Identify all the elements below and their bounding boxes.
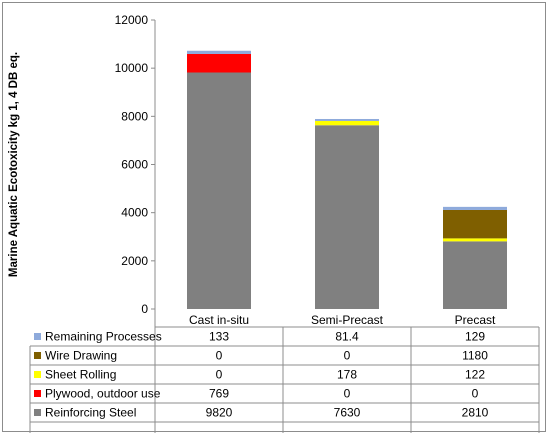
data-label: 769 bbox=[209, 387, 229, 401]
legend-swatch bbox=[34, 371, 41, 378]
x-tick-label: Precast bbox=[455, 313, 496, 327]
bar-segment bbox=[315, 120, 379, 126]
legend-swatch bbox=[34, 409, 41, 416]
bar-segment bbox=[443, 209, 507, 239]
bar-segment bbox=[443, 238, 507, 242]
y-tick-label: 10000 bbox=[115, 61, 149, 75]
legend-swatch bbox=[34, 333, 41, 340]
data-label: 0 bbox=[216, 368, 223, 382]
data-label: 122 bbox=[465, 368, 485, 382]
bar-segment bbox=[187, 72, 251, 309]
legend-swatch bbox=[34, 390, 41, 397]
data-label: 0 bbox=[344, 349, 351, 363]
data-label: 9820 bbox=[206, 406, 233, 420]
legend-swatch bbox=[34, 352, 41, 359]
y-tick-label: 12000 bbox=[115, 13, 149, 27]
data-label: 133 bbox=[209, 330, 229, 344]
x-tick-label: Cast in-situ bbox=[189, 313, 249, 327]
bar-segment bbox=[315, 125, 379, 309]
bars bbox=[187, 50, 507, 309]
y-axis-label: Marine Aquatic Ecotoxicity kg 1, 4 DB eq… bbox=[8, 52, 20, 277]
data-label: 2810 bbox=[462, 406, 489, 420]
data-label: 1180 bbox=[462, 349, 488, 363]
data-label: 81.4 bbox=[335, 330, 359, 344]
y-tick-label: 4000 bbox=[121, 206, 148, 220]
legend-label: Sheet Rolling bbox=[45, 368, 116, 382]
axes: 0 2000 4000 6000 8000 10000 12000 bbox=[115, 13, 156, 316]
bar-segment bbox=[443, 241, 507, 309]
data-table: Cast in-situ Semi-Precast Precast Remaining… bbox=[29, 309, 540, 433]
x-tick-label: Semi-Precast bbox=[311, 313, 384, 327]
stacked-bar-chart: 0 2000 4000 6000 8000 10000 12000 Cast in-situ… bbox=[8, 13, 540, 433]
legend-label: Wire Drawing bbox=[45, 349, 117, 363]
legend-label: Reinforcing Steel bbox=[45, 406, 136, 420]
y-tick-label: 8000 bbox=[121, 109, 148, 123]
legend-label: Remaining Processes bbox=[45, 330, 162, 344]
data-label: 7630 bbox=[334, 406, 361, 420]
chart-frame: 0 2000 4000 6000 8000 10000 12000 Cast in-situ… bbox=[2, 2, 546, 433]
y-tick-label: 2000 bbox=[121, 254, 148, 268]
data-label: 0 bbox=[472, 387, 479, 401]
data-label: 0 bbox=[216, 349, 223, 363]
data-label: 0 bbox=[344, 387, 351, 401]
data-label: 129 bbox=[465, 330, 485, 344]
bar-segment bbox=[187, 53, 251, 73]
y-tick-label: 0 bbox=[141, 302, 148, 316]
y-tick-label: 6000 bbox=[121, 158, 148, 172]
legend-label: Plywood, outdoor use bbox=[45, 387, 161, 401]
bar-segment bbox=[187, 50, 251, 54]
bar-segment bbox=[443, 206, 507, 210]
data-label: 178 bbox=[337, 368, 357, 382]
bar-segment bbox=[315, 118, 379, 121]
